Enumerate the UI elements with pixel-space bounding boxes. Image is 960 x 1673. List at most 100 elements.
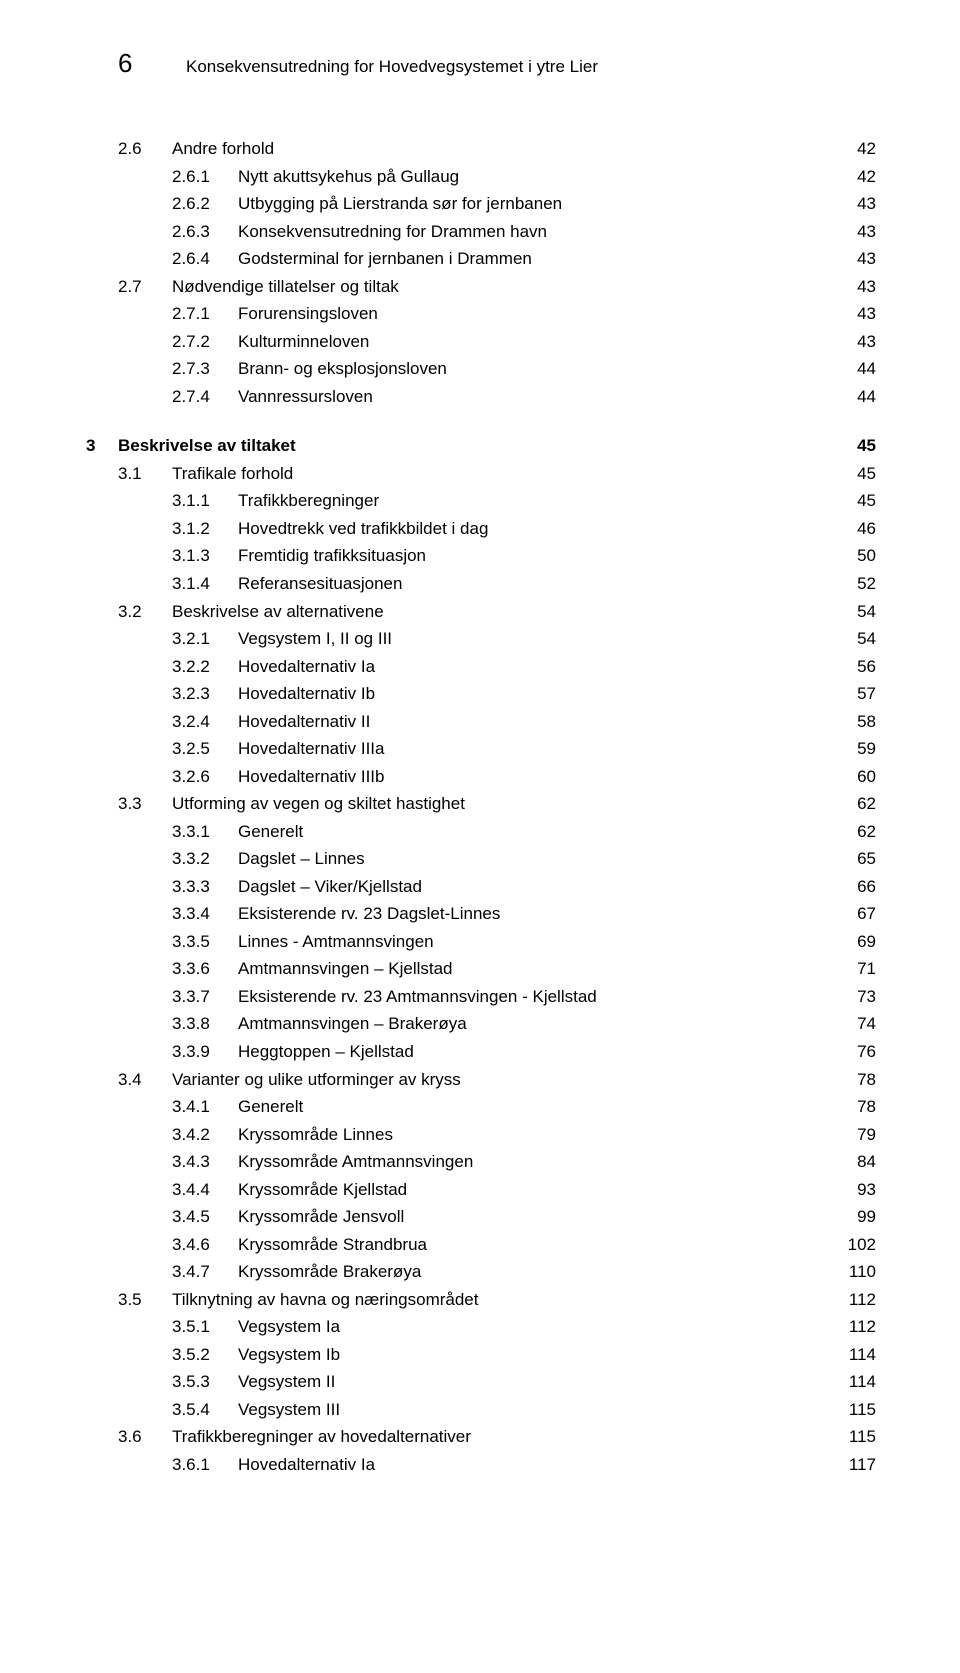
toc-page: 112 xyxy=(836,1286,876,1314)
toc-page: 99 xyxy=(836,1203,876,1231)
toc-label: Kryssområde Amtmannsvingen xyxy=(238,1148,483,1176)
toc-label: Amtmannsvingen – Kjellstad xyxy=(238,955,463,983)
toc-number: 3.1.2 xyxy=(172,515,238,543)
toc-label: Vegsystem III xyxy=(238,1396,350,1424)
toc-label: Trafikkberegninger xyxy=(238,487,389,515)
toc-row: 3.2.5Hovedalternativ IIIa59 xyxy=(118,735,876,763)
toc-row: 3.5.4Vegsystem III115 xyxy=(118,1396,876,1424)
toc-label: Andre forhold xyxy=(172,135,284,163)
toc-label: Hovedalternativ II xyxy=(238,708,380,736)
toc-label: Amtmannsvingen – Brakerøya xyxy=(238,1010,477,1038)
toc-page: 110 xyxy=(836,1258,876,1286)
toc-number: 3.2.3 xyxy=(172,680,238,708)
toc-page: 93 xyxy=(836,1176,876,1204)
toc-label: Vegsystem Ib xyxy=(238,1341,350,1369)
toc-row: 3.2.4Hovedalternativ II58 xyxy=(118,708,876,736)
toc-number: 3.4.7 xyxy=(172,1258,238,1286)
toc-label: Heggtoppen – Kjellstad xyxy=(238,1038,424,1066)
toc-row: 2.6.1Nytt akuttsykehus på Gullaug42 xyxy=(118,163,876,191)
toc-row: 3.3.1Generelt62 xyxy=(118,818,876,846)
toc-row: 3.3.7Eksisterende rv. 23 Amtmannsvingen … xyxy=(118,983,876,1011)
toc-number: 3.4.4 xyxy=(172,1176,238,1204)
toc-row: 3.2.6Hovedalternativ IIIb60 xyxy=(118,763,876,791)
toc-number: 2.7.1 xyxy=(172,300,238,328)
toc-page: 78 xyxy=(836,1093,876,1121)
toc-label: Generelt xyxy=(238,818,313,846)
toc-label: Kryssområde Jensvoll xyxy=(238,1203,414,1231)
toc-row: 3.5.2Vegsystem Ib114 xyxy=(118,1341,876,1369)
toc-number: 2.7.4 xyxy=(172,383,238,411)
toc-row: 2.7.3Brann- og eksplosjonsloven44 xyxy=(118,355,876,383)
toc-page: 57 xyxy=(836,680,876,708)
toc-label: Eksisterende rv. 23 Dagslet-Linnes xyxy=(238,900,510,928)
toc-page: 114 xyxy=(836,1368,876,1396)
toc-number: 3.5.2 xyxy=(172,1341,238,1369)
toc-page: 43 xyxy=(836,273,876,301)
toc-row: 3.4.7Kryssområde Brakerøya110 xyxy=(118,1258,876,1286)
header-title: Konsekvensutredning for Hovedvegsystemet… xyxy=(186,57,598,77)
toc-number: 3.5.3 xyxy=(172,1368,238,1396)
toc-number: 3.1.1 xyxy=(172,487,238,515)
toc-number: 3 xyxy=(86,432,118,460)
toc-page: 71 xyxy=(836,955,876,983)
toc-label: Utbygging på Lierstranda sør for jernban… xyxy=(238,190,572,218)
toc-number: 3.3.4 xyxy=(172,900,238,928)
toc-page: 74 xyxy=(836,1010,876,1038)
toc-page: 43 xyxy=(836,300,876,328)
toc-row: 3.3.3Dagslet – Viker/Kjellstad66 xyxy=(118,873,876,901)
toc-number: 2.6.1 xyxy=(172,163,238,191)
toc-row: 3.3.4Eksisterende rv. 23 Dagslet-Linnes6… xyxy=(118,900,876,928)
toc-row: 3.3.6Amtmannsvingen – Kjellstad 71 xyxy=(118,955,876,983)
toc-row: 3.4.4Kryssområde Kjellstad 93 xyxy=(118,1176,876,1204)
toc-row: 3.1.4Referansesituasjonen52 xyxy=(118,570,876,598)
toc-row: 3.3Utforming av vegen og skiltet hastigh… xyxy=(118,790,876,818)
toc-row: 3.2.1Vegsystem I, II og III54 xyxy=(118,625,876,653)
toc-page: 73 xyxy=(836,983,876,1011)
toc-label: Fremtidig trafikksituasjon xyxy=(238,542,436,570)
toc-page: 44 xyxy=(836,383,876,411)
toc-number: 3.2.1 xyxy=(172,625,238,653)
toc-page: 62 xyxy=(836,818,876,846)
toc-label: Forurensingsloven xyxy=(238,300,388,328)
toc-label: Beskrivelse av tiltaket xyxy=(118,432,306,460)
toc-label: Kryssområde Kjellstad xyxy=(238,1176,417,1204)
toc-page: 115 xyxy=(836,1423,876,1451)
toc-number: 3.3.2 xyxy=(172,845,238,873)
toc-label: Vegsystem II xyxy=(238,1368,345,1396)
toc-page: 102 xyxy=(836,1231,876,1259)
toc-row: 3.6Trafikkberegninger av hovedalternativ… xyxy=(118,1423,876,1451)
page-header: 6 Konsekvensutredning for Hovedvegsystem… xyxy=(118,48,876,79)
toc-row: 3.5Tilknytning av havna og næringsområde… xyxy=(118,1286,876,1314)
toc-number: 3.3 xyxy=(118,790,172,818)
toc-label: Dagslet – Linnes xyxy=(238,845,375,873)
page-number: 6 xyxy=(118,48,166,79)
toc-number: 3.3.8 xyxy=(172,1010,238,1038)
toc-row: 3.4Varianter og ulike utforminger av kry… xyxy=(118,1066,876,1094)
toc-label: Kryssområde Linnes xyxy=(238,1121,403,1149)
toc-label: Hovedalternativ IIIa xyxy=(238,735,394,763)
toc-page: 60 xyxy=(836,763,876,791)
toc-label: Trafikale forhold xyxy=(172,460,303,488)
toc-page: 54 xyxy=(836,598,876,626)
toc-row: 3.1.3Fremtidig trafikksituasjon50 xyxy=(118,542,876,570)
toc-label: Vannressursloven xyxy=(238,383,383,411)
toc-row: 3.3.8Amtmannsvingen – Brakerøya 74 xyxy=(118,1010,876,1038)
toc-row: 3.4.2Kryssområde Linnes 79 xyxy=(118,1121,876,1149)
toc-number: 2.6.4 xyxy=(172,245,238,273)
toc-page: 79 xyxy=(836,1121,876,1149)
toc-number: 3.3.6 xyxy=(172,955,238,983)
toc-label: Vegsystem Ia xyxy=(238,1313,350,1341)
toc-row: 3.4.1Generelt78 xyxy=(118,1093,876,1121)
toc-page: 43 xyxy=(836,245,876,273)
toc-number: 2.6 xyxy=(118,135,172,163)
toc-label: Konsekvensutredning for Drammen havn xyxy=(238,218,557,246)
toc-label: Vegsystem I, II og III xyxy=(238,625,402,653)
toc-label: Hovedalternativ Ia xyxy=(238,1451,385,1479)
toc-number: 3.4.6 xyxy=(172,1231,238,1259)
toc-page: 58 xyxy=(836,708,876,736)
toc-page: 56 xyxy=(836,653,876,681)
toc-number: 3.4.2 xyxy=(172,1121,238,1149)
toc-row: 2.7.1Forurensingsloven 43 xyxy=(118,300,876,328)
toc-number: 3.2.5 xyxy=(172,735,238,763)
toc-label: Kulturminneloven xyxy=(238,328,379,356)
